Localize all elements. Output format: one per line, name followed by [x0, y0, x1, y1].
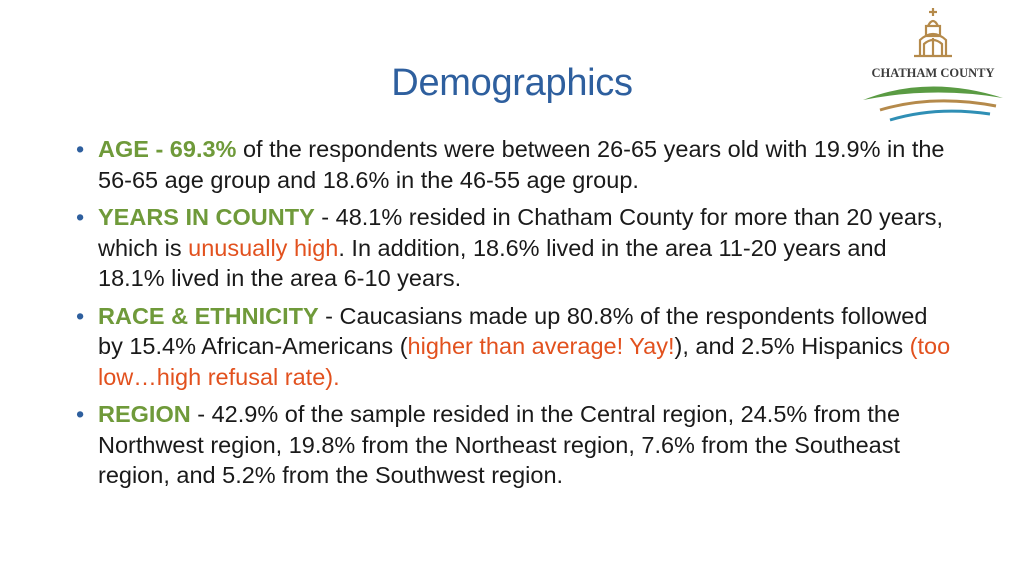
- bullet-emphasis: (too low…high refusal rate).: [98, 333, 951, 390]
- bullet-emphasis: higher than average! Yay!: [407, 333, 675, 359]
- bullet-icon: •: [76, 204, 85, 230]
- bullet-label: RACE & ETHNICITY: [98, 302, 319, 329]
- bullet-icon: •: [76, 401, 85, 427]
- bullet-label: YEARS IN COUNTY: [98, 204, 315, 230]
- bullet-label: AGE - 69.3%: [98, 136, 237, 162]
- bullet-region: • REGION - 42.9% of the sample resided in…: [72, 399, 952, 491]
- bullet-label: REGION: [98, 401, 191, 427]
- bullet-text: - Caucasians made up 80.8% of the respon…: [98, 302, 928, 360]
- bullet-race-ethnicity: • RACE & ETHNICITY - Caucasians made up 8…: [72, 301, 952, 393]
- bullet-emphasis: unusually high: [188, 234, 339, 261]
- bullet-list: • AGE - 69.3% of the respondents were bet…: [72, 134, 952, 498]
- courthouse-logo-icon: CHATHAM COUNTY: [863, 8, 1003, 122]
- svg-text:CHATHAM COUNTY: CHATHAM COUNTY: [871, 66, 994, 80]
- bullet-icon: •: [76, 136, 85, 162]
- bullet-text: of the respondents were between 26-65 ye…: [98, 136, 945, 193]
- bullet-text: . In addition, 18.6% lived in the area 1…: [98, 234, 887, 292]
- bullet-age: • AGE - 69.3% of the respondents were bet…: [72, 134, 952, 195]
- bullet-text: - 42.9% of the sample resided in the Cen…: [98, 401, 901, 488]
- bullet-icon: •: [76, 302, 85, 329]
- bullet-text: - 48.1% resided in Chatham County for mo…: [98, 204, 944, 261]
- slide-title: Demographics: [391, 62, 633, 104]
- bullet-years-in-county: • YEARS IN COUNTY - 48.1% resided in Chat…: [72, 202, 952, 294]
- chatham-county-logo: CHATHAM COUNTY: [858, 6, 1008, 124]
- bullet-text: ), and 2.5% Hispanics: [674, 333, 910, 359]
